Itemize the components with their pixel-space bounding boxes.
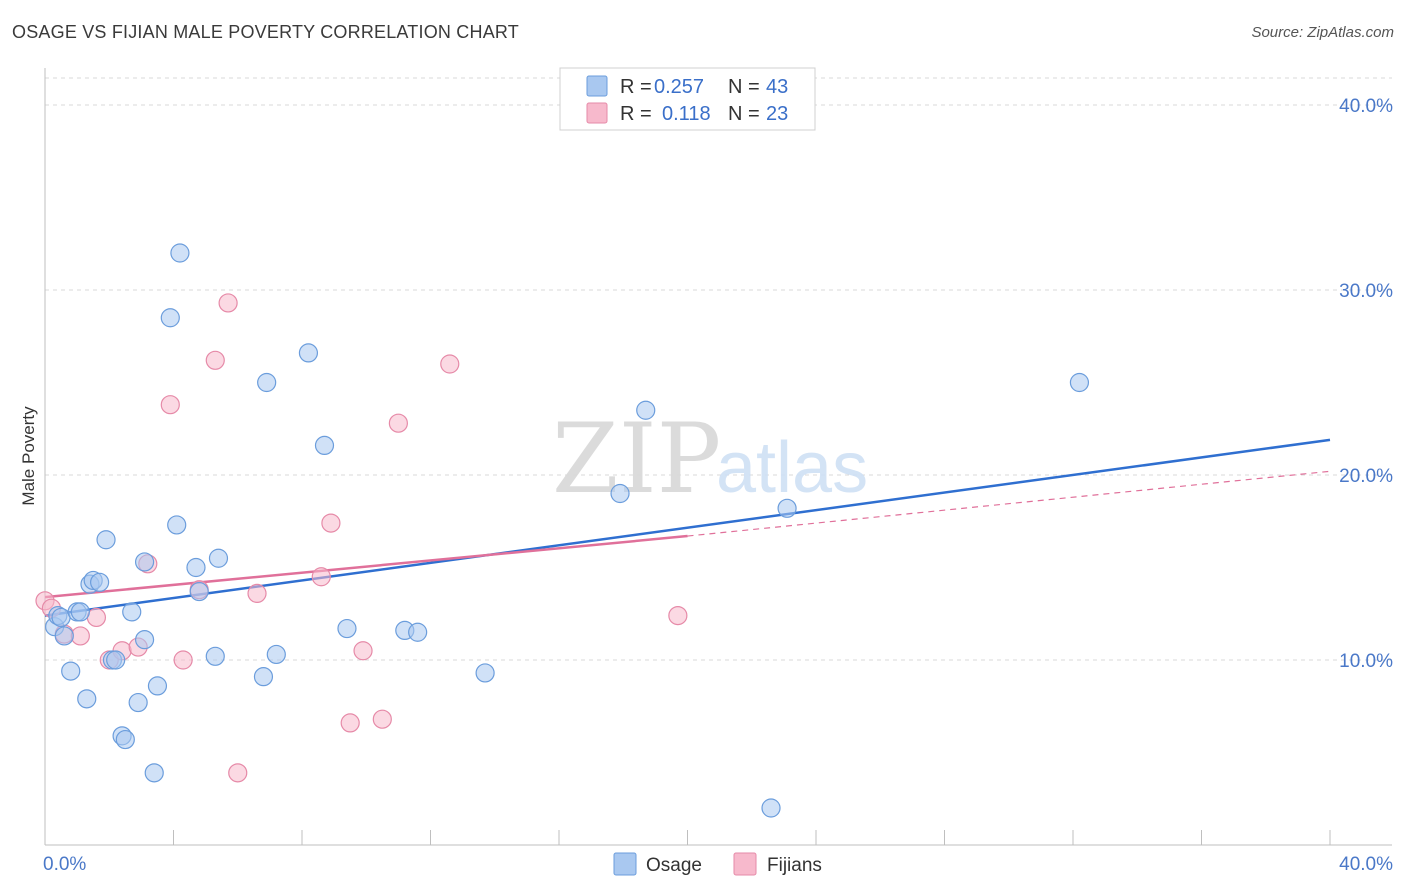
osage-point: [128, 692, 148, 713]
osage-point: [1069, 372, 1090, 393]
osage-point: [96, 530, 116, 550]
y-tick-labels: 10.0% 20.0% 30.0% 40.0%: [1339, 96, 1393, 672]
y-tick-label: 10.0%: [1339, 651, 1393, 672]
x-tick-labels: 0.0% 40.0%: [43, 854, 1393, 875]
osage-point: [134, 552, 155, 572]
osage-point: [186, 557, 206, 578]
fijians-point: [353, 641, 373, 661]
x-tick-label: 40.0%: [1339, 854, 1393, 875]
osage-point: [51, 607, 71, 628]
legend-r-value-fijians: 0.118: [662, 103, 711, 125]
legend-r-label-osage: R =: [620, 76, 652, 98]
fijians-point: [372, 709, 392, 729]
osage-point: [777, 498, 797, 518]
osage-point: [475, 663, 495, 683]
bottom-legend: Osage Fijians: [613, 852, 822, 876]
fijians-point: [160, 395, 180, 415]
watermark-zip: ZIP: [552, 403, 721, 515]
legend-n-label-fijians: N =: [728, 103, 760, 125]
fijians-trend-extension: [687, 470, 1331, 537]
fijians-point: [86, 607, 107, 628]
fijians-point: [668, 605, 688, 626]
osage-point: [337, 618, 357, 639]
osage-point: [167, 515, 187, 535]
y-tick-label: 20.0%: [1339, 466, 1393, 487]
y-tick-label: 30.0%: [1339, 281, 1393, 302]
source-label: Source: ZipAtlas.com: [1251, 24, 1394, 41]
osage-point: [160, 308, 180, 328]
bottom-legend-swatch-osage: [613, 852, 637, 876]
legend-box: R = 0.257 N = 43 R = 0.118 N = 23: [559, 67, 816, 131]
axes-layer: [44, 68, 1392, 846]
fijians-point: [205, 350, 225, 370]
legend-swatch-osage: [586, 75, 608, 97]
y-tick-label: 40.0%: [1339, 96, 1393, 117]
osage-point: [266, 644, 286, 665]
osage-point: [54, 626, 74, 646]
fijians-point: [388, 413, 408, 433]
osage-point: [610, 483, 630, 504]
osage-point: [208, 548, 229, 568]
osage-point: [408, 622, 428, 642]
chart-title: OSAGE VS FIJIAN MALE POVERTY CORRELATION…: [12, 22, 519, 42]
fijians-point: [440, 354, 460, 374]
osage-point: [205, 646, 225, 666]
fijians-trend-line: [44, 534, 688, 599]
osage-point: [77, 689, 97, 709]
osage-point: [147, 676, 168, 696]
fijians-point: [218, 293, 238, 313]
legend-n-value-osage: 43: [766, 76, 788, 98]
osage-point: [189, 581, 209, 602]
osage-point: [144, 763, 164, 783]
osage-point: [636, 400, 656, 420]
fijians-point: [228, 763, 248, 783]
x-tick-label: 0.0%: [43, 854, 86, 875]
osage-point: [90, 572, 110, 592]
legend-r-label-fijians: R =: [620, 103, 652, 125]
osage-point: [314, 435, 335, 455]
osage-point: [61, 661, 81, 681]
legend-swatch-fijians: [586, 102, 608, 124]
y-axis-title: Male Poverty: [19, 406, 38, 506]
osage-point: [761, 798, 781, 818]
osage-point: [298, 343, 319, 363]
fijians-point: [173, 650, 193, 670]
osage-point: [134, 630, 155, 650]
watermark-atlas: atlas: [716, 428, 868, 508]
osage-point: [106, 650, 126, 670]
osage-point: [115, 729, 135, 750]
osage-point: [70, 602, 90, 622]
fijians-point: [247, 583, 267, 604]
osage-point: [122, 602, 142, 622]
fijians-point: [311, 567, 331, 587]
bottom-legend-label-fijians: Fijians: [767, 855, 822, 876]
grid-layer: [45, 77, 1392, 661]
fijians-point: [340, 713, 360, 733]
watermark: ZIP atlas: [552, 403, 868, 515]
points-layer: [35, 243, 1090, 818]
osage-point: [170, 243, 190, 263]
fijians-point: [321, 513, 341, 533]
legend-n-value-fijians: 23: [766, 103, 788, 125]
legend-n-label-osage: N =: [728, 76, 760, 98]
osage-point: [253, 667, 274, 687]
legend-r-value-osage: 0.257: [654, 76, 704, 98]
bottom-legend-swatch-fijians: [733, 852, 757, 876]
fijians-point: [70, 626, 90, 646]
osage-point: [257, 372, 277, 393]
bottom-legend-label-osage: Osage: [646, 855, 702, 876]
